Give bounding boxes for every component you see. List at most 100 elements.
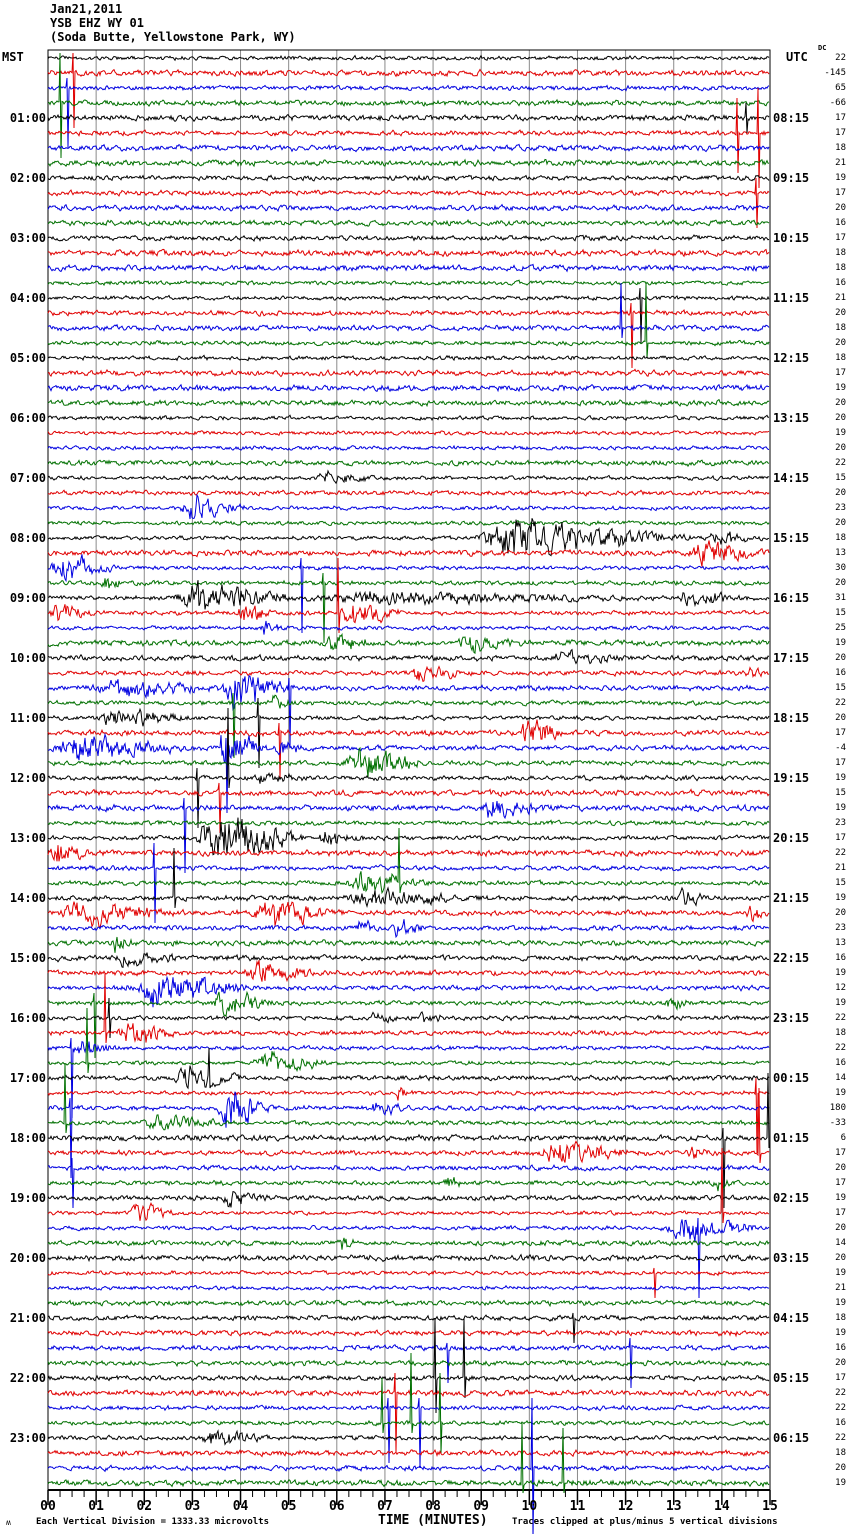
dc-offset-trace-84: 19 (835, 1298, 846, 1308)
dc-offset-trace-43: 15 (835, 683, 846, 693)
dc-offset-trace-47: -4 (835, 743, 846, 753)
dc-offset-trace-76: 17 (835, 1178, 846, 1188)
x-tick-label-09: 09 (473, 1499, 490, 1514)
dc-offset-trace-74: 17 (835, 1148, 846, 1158)
dc-offset-trace-78: 17 (835, 1208, 846, 1218)
trace-31 (47, 493, 770, 520)
dc-offset-trace-5: 17 (835, 113, 846, 123)
dc-offset-trace-70: 19 (835, 1088, 846, 1098)
mst-label-18:00: 18:00 (9, 1131, 46, 1145)
title-location: (Soda Butte, Yellowstone Park, WY) (50, 30, 296, 44)
mst-label-19:00: 19:00 (9, 1191, 46, 1205)
mst-label-23:00: 23:00 (9, 1431, 46, 1445)
dc-offset-trace-83: 21 (835, 1283, 846, 1293)
dc-offset-trace-2: -145 (824, 68, 846, 78)
trace-76 (47, 1177, 770, 1192)
dc-offset-trace-37: 31 (835, 593, 846, 603)
dc-offset-trace-8: 21 (835, 158, 846, 168)
trace-70 (47, 1077, 770, 1154)
x-tick-label-12: 12 (617, 1499, 634, 1514)
dc-offset-trace-6: 17 (835, 128, 846, 138)
trace-15 (47, 263, 770, 273)
utc-label-23:15: 23:15 (773, 1011, 810, 1025)
utc-label-17:15: 17:15 (773, 651, 810, 665)
trace-72 (47, 1062, 770, 1134)
dc-offset-trace-4: -66 (829, 98, 846, 108)
utc-label-19:15: 19:15 (773, 771, 810, 785)
dc-offset-trace-25: 20 (835, 413, 846, 423)
dc-offset-trace-95: 20 (835, 1463, 846, 1473)
dc-offset-trace-94: 18 (835, 1448, 846, 1458)
mst-label-04:00: 04:00 (9, 291, 46, 305)
dc-offset-trace-62: 19 (835, 968, 846, 978)
x-tick-label-15: 15 (762, 1499, 778, 1514)
dc-offset-trace-52: 23 (835, 818, 846, 828)
mst-label-06:00: 06:00 (9, 411, 46, 425)
dc-offset-trace-72: -33 (829, 1118, 846, 1128)
x-tick-label-07: 07 (377, 1499, 393, 1514)
utc-label-12:15: 12:15 (773, 351, 810, 365)
utc-label-18:15: 18:15 (773, 711, 810, 725)
scale-note: Each Vertical Division = 1333.33 microvo… (36, 1517, 269, 1527)
trace-8 (47, 158, 770, 168)
trace-88 (47, 1359, 770, 1368)
x-tick-label-11: 11 (569, 1499, 586, 1514)
trace-24 (47, 398, 770, 408)
dc-offset-trace-19: 18 (835, 323, 846, 333)
trace-49 (47, 707, 770, 829)
dc-offset-trace-22: 17 (835, 368, 846, 378)
x-tick-label-14: 14 (714, 1499, 730, 1514)
dc-offset-trace-80: 14 (835, 1238, 846, 1248)
trace-38 (47, 557, 770, 634)
title-station: YSB EHZ WY 01 (50, 16, 144, 30)
trace-32 (47, 519, 770, 527)
trace-3 (47, 77, 770, 149)
trace-17 (47, 287, 770, 344)
dc-offset-trace-38: 15 (835, 608, 846, 618)
dc-offset-trace-30: 20 (835, 488, 846, 498)
dc-offset-trace-82: 19 (835, 1268, 846, 1278)
trace-79 (47, 1217, 770, 1299)
dc-offset-trace-81: 20 (835, 1253, 846, 1263)
utc-label-06:15: 06:15 (773, 1431, 810, 1445)
dc-offset-trace-18: 20 (835, 308, 846, 318)
x-tick-label-10: 10 (521, 1499, 538, 1514)
dc-offset-trace-68: 16 (835, 1058, 846, 1068)
mst-label-15:00: 15:00 (9, 951, 46, 965)
trace-86 (47, 1329, 770, 1338)
trace-18 (47, 302, 770, 369)
mst-label-20:00: 20:00 (9, 1251, 46, 1265)
dc-offset-trace-63: 12 (835, 983, 846, 993)
dc-offset-trace-34: 13 (835, 548, 846, 558)
dc-offset-trace-50: 15 (835, 788, 846, 798)
dc-offset-trace-39: 25 (835, 623, 846, 633)
dc-offset-trace-90: 22 (835, 1388, 846, 1398)
dc-offset-trace-21: 18 (835, 353, 846, 363)
dc-offset-trace-36: 20 (835, 578, 846, 588)
trace-22 (47, 368, 770, 378)
trace-65 (47, 997, 770, 1039)
trace-82 (47, 1267, 770, 1299)
x-tick-label-04: 04 (232, 1499, 249, 1514)
dc-offset-trace-49: 19 (835, 773, 846, 783)
x-axis-title: TIME (MINUTES) (378, 1513, 488, 1528)
utc-label-03:15: 03:15 (773, 1251, 810, 1265)
x-tick-label-13: 13 (665, 1499, 682, 1514)
trace-45 (47, 697, 770, 769)
trace-66 (47, 972, 770, 1044)
dc-offset-trace-32: 20 (835, 518, 846, 528)
trace-19 (47, 282, 770, 339)
utc-label-00:15: 00:15 (773, 1071, 810, 1085)
title-date: Jan21,2011 (50, 2, 123, 16)
dc-offset-trace-79: 20 (835, 1223, 846, 1233)
trace-90 (47, 1372, 770, 1454)
mst-label-07:00: 07:00 (9, 471, 46, 485)
trace-2 (47, 52, 770, 129)
dc-offset-trace-23: 19 (835, 383, 846, 393)
mst-label-21:00: 21:00 (9, 1311, 46, 1325)
dc-offset-trace-55: 21 (835, 863, 846, 873)
trace-69 (47, 1047, 770, 1090)
trace-5 (47, 102, 770, 134)
mst-label-12:00: 12:00 (9, 771, 46, 785)
mst-label-17:00: 17:00 (9, 1071, 46, 1085)
